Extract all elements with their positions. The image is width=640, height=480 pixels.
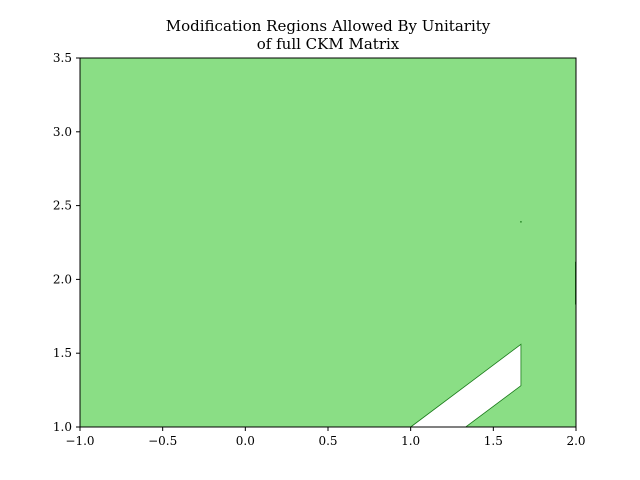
chart-title-line-1: Modification Regions Allowed By Unitarit…	[166, 17, 491, 35]
x-axis: −1.0 −0.5 0.0 0.5 1.0 1.5 2.0	[65, 427, 586, 448]
x-tick-label: −0.5	[148, 434, 177, 448]
y-tick-label: 3.5	[53, 51, 72, 65]
y-tick-label: 2.0	[53, 272, 72, 286]
x-tick-label: −1.0	[65, 434, 94, 448]
y-axis: 1.0 1.5 2.0 2.5 3.0 3.5	[53, 51, 80, 434]
x-tick-label: 0.5	[318, 434, 337, 448]
x-tick-label: 1.5	[484, 434, 503, 448]
y-tick-label: 1.5	[53, 346, 72, 360]
plot-area	[79, 57, 577, 428]
chart-title-line-2: of full CKM Matrix	[257, 35, 400, 53]
y-tick-label: 3.0	[53, 125, 72, 139]
dot-artifact	[520, 221, 522, 223]
x-tick-label: 2.0	[566, 434, 585, 448]
y-tick-label: 2.5	[53, 199, 72, 213]
y-tick-label: 1.0	[53, 420, 72, 434]
x-tick-label: 1.0	[401, 434, 420, 448]
x-tick-label: 0.0	[236, 434, 255, 448]
